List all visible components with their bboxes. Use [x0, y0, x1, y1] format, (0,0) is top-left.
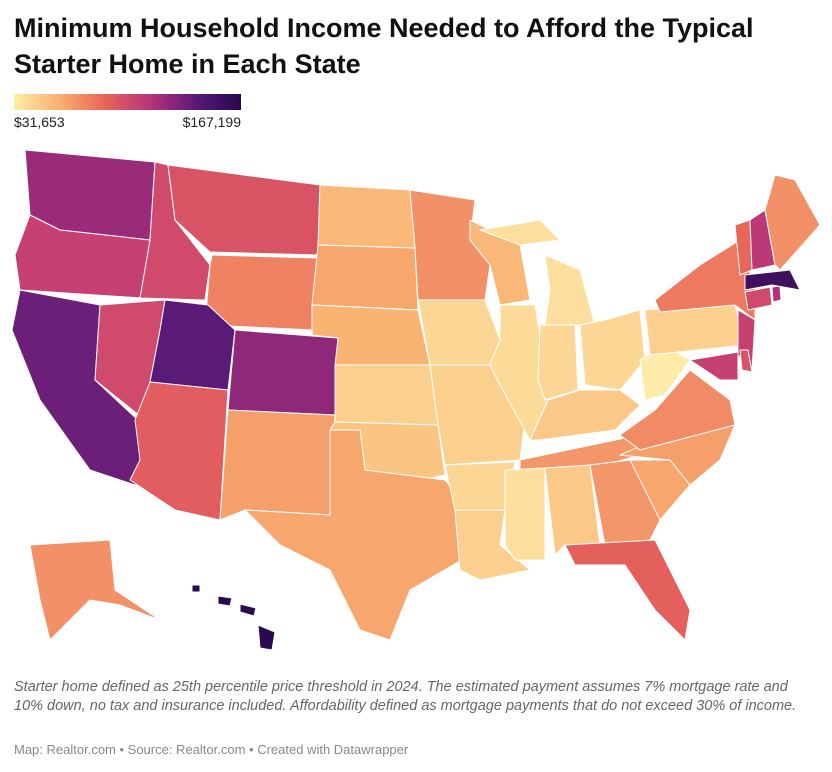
- state: [504, 467, 546, 561]
- state: [489, 304, 551, 441]
- state: [537, 324, 579, 401]
- state: [334, 364, 439, 426]
- state: [644, 304, 746, 356]
- state: [244, 429, 471, 641]
- state: [744, 286, 773, 311]
- legend-min: $31,653: [14, 114, 65, 130]
- legend-max: $167,199: [182, 114, 241, 130]
- state: [739, 349, 753, 373]
- title: Minimum Household Income Needed to Affor…: [14, 13, 754, 79]
- state: [227, 329, 339, 416]
- state: [129, 381, 229, 521]
- state: [409, 189, 491, 301]
- footer: Map: Realtor.com • Source: Realtor.com •…: [14, 742, 409, 757]
- state: [311, 244, 419, 311]
- state: [219, 409, 336, 521]
- state: [564, 539, 691, 641]
- state: [317, 184, 416, 249]
- state: [29, 539, 161, 641]
- state: [771, 285, 782, 303]
- state: [619, 369, 736, 451]
- state: [204, 254, 319, 331]
- state: [764, 174, 821, 271]
- state: [191, 584, 276, 651]
- state: [417, 299, 501, 366]
- state: [544, 464, 601, 556]
- state: [689, 351, 739, 381]
- state: [167, 164, 321, 256]
- legend-bar: [14, 94, 241, 110]
- note: Starter home defined as 25th percentile …: [14, 679, 797, 714]
- state: [529, 389, 641, 441]
- state: [744, 269, 801, 291]
- state: [589, 459, 666, 546]
